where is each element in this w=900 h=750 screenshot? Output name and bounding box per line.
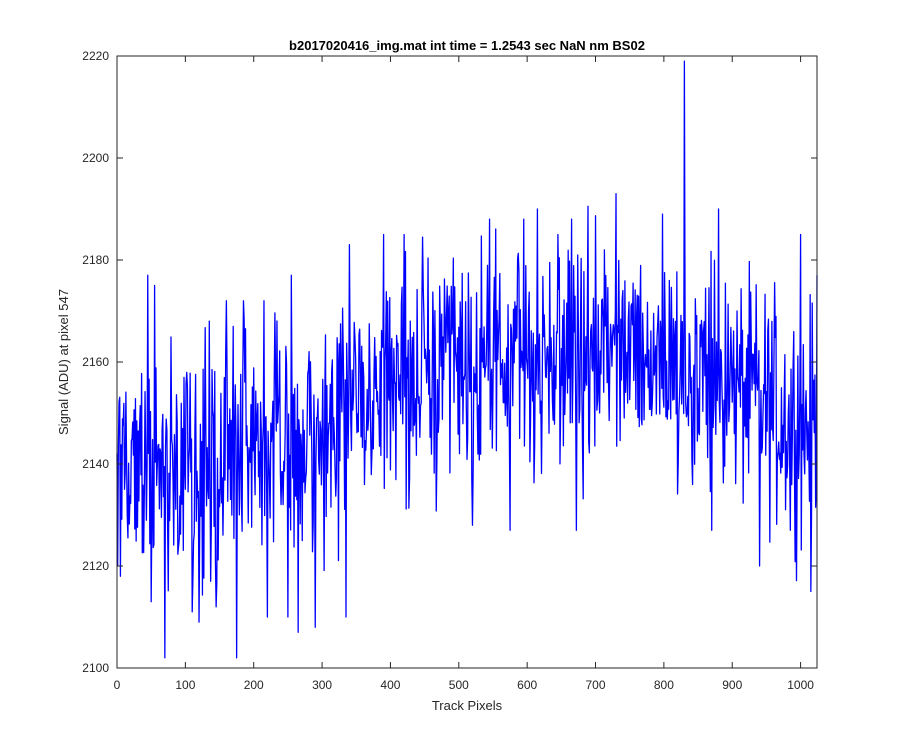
y-ticks: 2100 2120 2140 2160 2180 2200 2220 [82, 49, 817, 675]
x-tick-label: 800 [654, 678, 674, 692]
y-tick-label: 2100 [82, 661, 109, 675]
x-tick-label: 100 [175, 678, 195, 692]
y-tick-label: 2120 [82, 559, 109, 573]
chart-title: b2017020416_img.mat int time = 1.2543 se… [289, 38, 645, 53]
y-tick-label: 2220 [82, 49, 109, 63]
x-tick-label: 700 [586, 678, 606, 692]
y-tick-label: 2160 [82, 355, 109, 369]
series-layer [116, 60, 818, 659]
x-tick-label: 500 [449, 678, 469, 692]
x-tick-label: 200 [244, 678, 264, 692]
x-tick-label: 600 [517, 678, 537, 692]
y-axis-label: Signal (ADU) at pixel 547 [56, 289, 71, 435]
x-tick-label: 300 [312, 678, 332, 692]
x-tick-label: 400 [380, 678, 400, 692]
signal-series-line [116, 60, 818, 659]
x-ticks: 0 100 200 300 400 500 600 700 800 900 1000 [114, 56, 814, 692]
y-tick-label: 2140 [82, 457, 109, 471]
y-tick-label: 2180 [82, 253, 109, 267]
x-tick-label: 900 [722, 678, 742, 692]
x-tick-label: 1000 [787, 678, 814, 692]
y-tick-label: 2200 [82, 151, 109, 165]
x-tick-label: 0 [114, 678, 121, 692]
x-axis-label: Track Pixels [432, 698, 503, 713]
